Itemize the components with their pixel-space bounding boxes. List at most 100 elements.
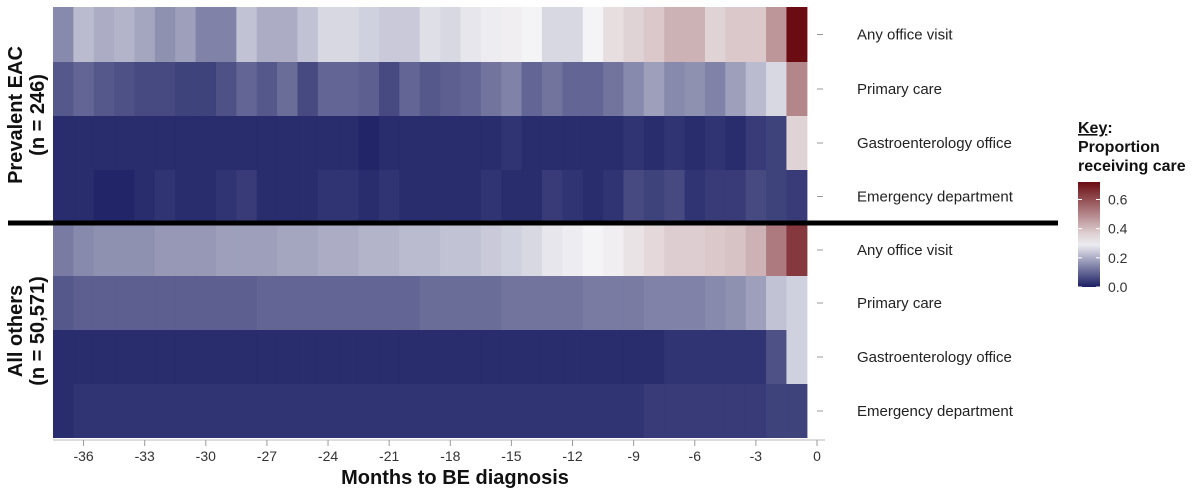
heatmap-cell xyxy=(277,62,299,116)
heatmap-cell xyxy=(623,62,645,116)
heatmap-cell xyxy=(236,330,258,384)
heatmap-cell xyxy=(358,116,380,170)
heatmap-cell xyxy=(419,7,441,62)
heatmap-cell xyxy=(480,224,502,276)
heatmap-cell xyxy=(664,330,686,384)
group-label-line1: All others xyxy=(5,285,27,377)
heatmap-cell xyxy=(460,7,482,62)
heatmap-cell xyxy=(766,330,788,384)
row-label: Any office visit xyxy=(857,27,953,44)
heatmap-cell xyxy=(460,170,482,223)
heatmap-cell xyxy=(725,116,747,170)
heatmap-cell xyxy=(93,276,115,330)
heatmap-cell xyxy=(378,62,400,116)
heatmap-cell xyxy=(541,7,563,62)
heatmap-cell xyxy=(460,276,482,330)
heatmap-cell xyxy=(440,170,462,223)
heatmap-cell xyxy=(480,170,502,223)
heatmap-cell xyxy=(643,330,665,384)
heatmap-cell xyxy=(725,224,747,276)
heatmap-cell xyxy=(297,7,319,62)
heatmap-cell xyxy=(745,116,767,170)
heatmap-cell xyxy=(460,384,482,438)
heatmap-cell xyxy=(623,116,645,170)
heatmap-cell xyxy=(256,330,278,384)
heatmap-cell xyxy=(73,276,95,330)
heatmap-cell xyxy=(521,7,543,62)
heatmap-cell xyxy=(215,170,237,223)
heatmap-cell xyxy=(419,276,441,330)
heatmap-cell xyxy=(643,276,665,330)
heatmap-cell xyxy=(766,116,788,170)
heatmap-cell xyxy=(114,224,136,276)
heatmap-cell xyxy=(114,62,136,116)
heatmap-cell xyxy=(541,170,563,223)
heatmap-cell xyxy=(378,224,400,276)
heatmap-cell xyxy=(73,116,95,170)
heatmap-cell xyxy=(297,384,319,438)
heatmap-cell xyxy=(236,224,258,276)
heatmap-cell xyxy=(215,224,237,276)
heatmap-cell xyxy=(317,62,339,116)
heatmap-cell xyxy=(562,170,584,223)
heatmap-cell xyxy=(582,7,604,62)
heatmap-cell xyxy=(236,7,258,62)
heatmap-cell xyxy=(338,116,360,170)
heatmap-cell xyxy=(215,7,237,62)
heatmap-cell xyxy=(684,224,706,276)
heatmap-cell xyxy=(501,224,523,276)
heatmap-cell xyxy=(419,170,441,223)
legend-color-bar xyxy=(1078,182,1100,287)
heatmap-cell xyxy=(745,330,767,384)
heatmap-cell xyxy=(399,224,421,276)
x-axis-title: Months to BE diagnosis xyxy=(341,467,569,489)
heatmap-cell xyxy=(154,330,176,384)
heatmap-cell xyxy=(582,62,604,116)
heatmap-cell xyxy=(236,276,258,330)
heatmap-cell xyxy=(134,170,156,223)
heatmap-cell xyxy=(480,276,502,330)
heatmap-cell xyxy=(419,224,441,276)
group-labels: Prevalent EAC(n = 246) All others(n = 50,… xyxy=(5,46,49,386)
heatmap-cell xyxy=(664,116,686,170)
heatmap-cell xyxy=(541,384,563,438)
heatmap-cell xyxy=(358,384,380,438)
heatmap-cell xyxy=(154,384,176,438)
heatmap-cell xyxy=(73,7,95,62)
heatmap-cell xyxy=(419,330,441,384)
heatmap-cell xyxy=(93,116,115,170)
row-label: Gastroenterology office xyxy=(857,135,1012,152)
x-tick-label: -33 xyxy=(135,448,155,464)
heatmap-cell xyxy=(399,384,421,438)
heatmap-cell xyxy=(53,170,74,223)
x-tick-label: -9 xyxy=(627,448,640,464)
heatmap-cell xyxy=(338,384,360,438)
heatmap-cell xyxy=(378,7,400,62)
heatmap-cell xyxy=(786,330,808,384)
heatmap-cell xyxy=(195,276,217,330)
heatmap-cell xyxy=(154,276,176,330)
heatmap-cell xyxy=(786,224,808,276)
heatmap-cell xyxy=(256,224,278,276)
heatmap-cell xyxy=(175,384,197,438)
heatmap-cell xyxy=(93,224,115,276)
heatmap-cell xyxy=(399,170,421,223)
heatmap-cell xyxy=(277,384,299,438)
heatmap-cell xyxy=(766,224,788,276)
heatmap-cell xyxy=(175,276,197,330)
heatmap-cell xyxy=(562,116,584,170)
heatmap-cell xyxy=(378,384,400,438)
heatmap-cell xyxy=(440,7,462,62)
legend-title-line3: receiving care xyxy=(1078,158,1186,175)
x-tick-label: -27 xyxy=(257,448,277,464)
heatmap-cell xyxy=(643,170,665,223)
heatmap-cell xyxy=(440,62,462,116)
x-tick-label: -18 xyxy=(440,448,460,464)
heatmap-cell xyxy=(399,276,421,330)
x-tick-label: -15 xyxy=(501,448,521,464)
heatmap-cell xyxy=(603,276,625,330)
heatmap-cell xyxy=(73,224,95,276)
heatmap-cell xyxy=(419,62,441,116)
heatmap-cell xyxy=(378,276,400,330)
heatmap-cell xyxy=(338,62,360,116)
